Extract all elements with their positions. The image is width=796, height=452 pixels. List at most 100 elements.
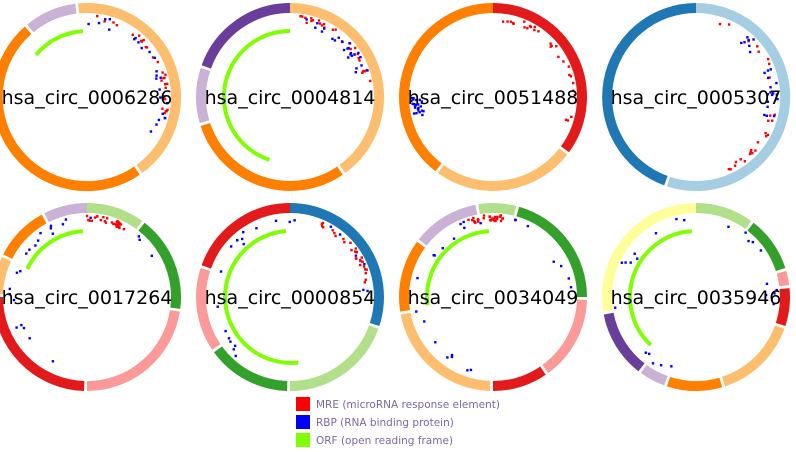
rbp-site — [355, 67, 358, 70]
rbp-site — [288, 220, 291, 224]
mre-site — [526, 27, 529, 30]
mre-site — [334, 234, 337, 238]
rbp-site — [150, 254, 154, 257]
rbp-site — [450, 353, 454, 357]
circ-panel: hsa_circ_0035946 — [602, 203, 790, 391]
mre-site — [331, 28, 335, 31]
rbp-site — [416, 103, 420, 106]
rbp-site — [28, 337, 31, 340]
rbp-site — [751, 240, 755, 244]
rbp-site — [133, 37, 136, 41]
exon-segment — [492, 3, 587, 153]
exon-segment — [86, 203, 143, 230]
rbp-site — [412, 112, 416, 115]
rbp-site — [149, 130, 153, 133]
exon-segment — [3, 214, 47, 260]
rbp-site — [219, 270, 223, 273]
legend-swatch — [296, 433, 310, 447]
mre-site — [85, 214, 89, 218]
mre-site — [472, 216, 475, 220]
rbp-site — [763, 71, 766, 75]
exon-segment — [289, 203, 384, 327]
rbp-site — [229, 340, 232, 343]
mre-site — [151, 56, 155, 59]
rbp-site — [8, 293, 12, 296]
mre-site — [331, 229, 334, 232]
mre-site — [360, 256, 363, 259]
rbp-site — [463, 226, 466, 230]
exon-segment — [492, 203, 517, 216]
mre-site — [317, 19, 321, 22]
exon-segment — [437, 148, 568, 191]
rbp-site — [274, 219, 278, 223]
rbp-site — [349, 51, 353, 55]
rbp-site — [770, 93, 774, 97]
mre-site — [749, 150, 752, 154]
rbp-site — [329, 225, 333, 228]
rbp-site — [552, 260, 555, 263]
mre-site — [163, 111, 166, 115]
rbp-site — [775, 93, 779, 96]
rbp-site — [410, 99, 413, 103]
rbp-site — [765, 282, 769, 286]
rbp-site — [49, 227, 53, 230]
mre-site — [476, 220, 480, 223]
rbp-site — [416, 276, 419, 280]
mre-site — [363, 281, 366, 284]
mre-site — [166, 108, 169, 112]
mre-site — [562, 60, 565, 63]
circ-label: hsa_circ_0005307 — [611, 87, 782, 109]
mre-site — [767, 119, 770, 123]
mre-site — [115, 23, 119, 27]
rbp-site — [459, 222, 462, 226]
rbp-site — [28, 248, 31, 251]
rbp-site — [434, 341, 437, 344]
rbp-site — [421, 113, 424, 117]
rbp-site — [418, 98, 422, 102]
mre-site — [568, 73, 571, 77]
rbp-site — [20, 323, 23, 327]
rbp-site — [242, 230, 245, 234]
mre-site — [103, 220, 106, 223]
circ-panel: hsa_circ_0051488 — [399, 3, 587, 191]
mre-site — [349, 47, 352, 51]
mre-site — [756, 45, 759, 48]
rbp-site — [234, 354, 237, 358]
rbp-site — [413, 104, 417, 108]
rbp-site — [362, 288, 365, 292]
rbp-site — [354, 70, 357, 74]
rbp-site — [433, 254, 436, 257]
rbp-site — [469, 368, 473, 372]
exon-segment — [399, 241, 426, 312]
mre-site — [161, 71, 164, 74]
rbp-site — [769, 91, 772, 94]
mre-site — [473, 220, 476, 224]
rbp-site — [331, 37, 334, 41]
mre-site — [567, 65, 571, 68]
mre-site — [320, 24, 324, 27]
rbp-site — [342, 48, 346, 52]
rbp-site — [337, 36, 340, 39]
rbp-site — [316, 22, 319, 25]
rbp-site — [12, 298, 16, 302]
mre-site — [363, 268, 367, 271]
mre-site — [357, 57, 360, 60]
mre-site — [499, 214, 502, 217]
mre-site — [333, 231, 336, 235]
rbp-site — [452, 237, 456, 240]
mre-site — [334, 28, 337, 31]
rbp-site — [314, 26, 317, 29]
mre-site — [105, 217, 109, 220]
mre-site — [162, 76, 165, 80]
rbp-site — [155, 70, 158, 73]
rbp-site — [764, 293, 768, 297]
mre-site — [118, 222, 122, 226]
rbp-site — [333, 39, 337, 42]
rbp-site — [771, 92, 775, 95]
mre-site — [310, 17, 313, 20]
rbp-site — [349, 53, 352, 56]
mre-site — [573, 93, 577, 97]
rbp-site — [629, 261, 632, 264]
rbp-site — [636, 257, 639, 260]
mre-site — [96, 215, 99, 218]
